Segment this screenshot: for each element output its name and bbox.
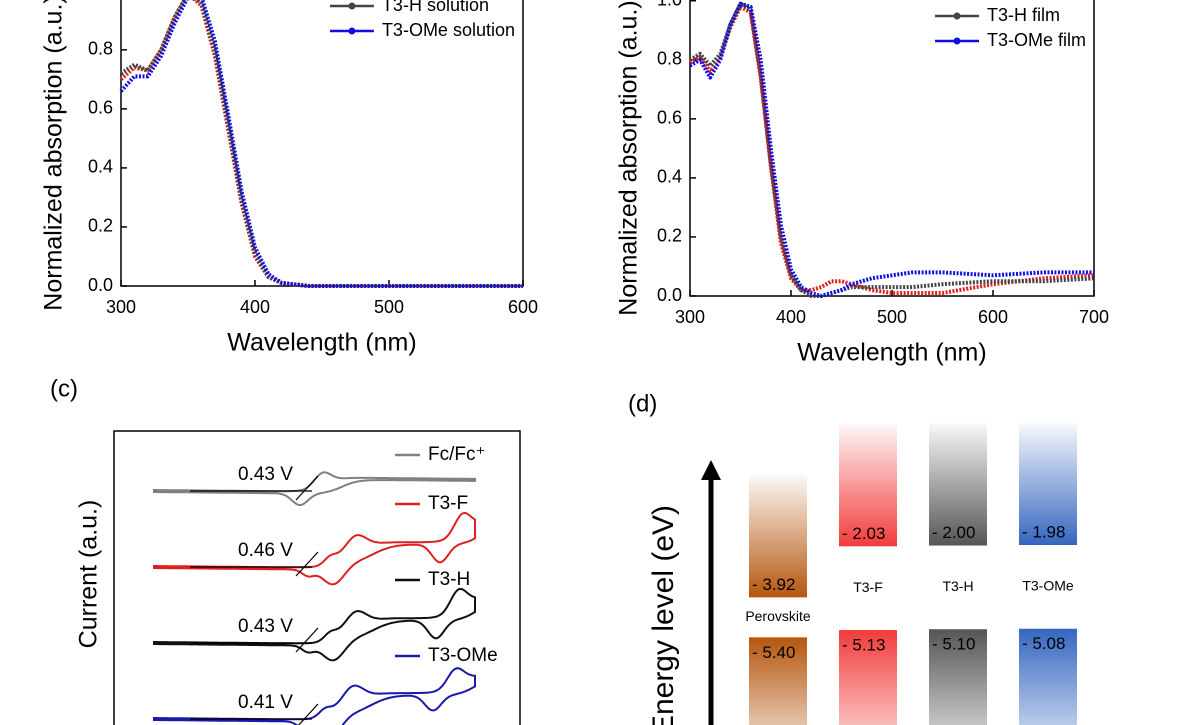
series-line [688, 4, 1095, 295]
homo-bar [749, 637, 807, 725]
x-tick-label: 300 [675, 307, 705, 327]
y-axis-label: Energy level (eV) [647, 505, 680, 725]
panel-label: (c) [50, 375, 78, 402]
y-axis-label: Current (a.u.) [75, 500, 103, 649]
homo-bar [929, 629, 987, 725]
x-tick-label: 400 [776, 307, 806, 327]
category-label: T3-F [853, 579, 883, 595]
x-tick-label: 600 [978, 307, 1008, 327]
x-tick-label: 700 [1079, 307, 1109, 327]
x-tick-label: 300 [106, 297, 136, 317]
series-line [119, 0, 523, 288]
lumo-bar [839, 424, 897, 547]
legend-marker [953, 37, 961, 45]
onset-tangent [295, 627, 319, 653]
axis-arrowhead [701, 460, 721, 480]
y-tick-label: 1.0 [657, 0, 682, 10]
onset-tangent [297, 703, 319, 725]
y-tick-label: 0.2 [88, 216, 113, 236]
x-axis-label: Wavelength (nm) [797, 339, 986, 367]
onset-label: 0.43 V [238, 464, 293, 485]
cv-curve [153, 471, 476, 506]
series-line [119, 0, 523, 288]
legend-label: T3-H film [987, 5, 1060, 25]
cv-curve [153, 587, 476, 662]
onset-tangent [295, 475, 319, 501]
x-tick-label: 600 [508, 297, 538, 317]
y-tick-label: 0.0 [657, 285, 682, 305]
y-tick-label: 0.6 [88, 98, 113, 118]
y-tick-label: 0.4 [88, 157, 113, 177]
value-label: - 5.13 [842, 636, 885, 655]
lumo-bar [929, 423, 987, 546]
legend-label: T3-H [428, 569, 470, 590]
panel-label: (d) [628, 390, 657, 417]
legend-marker [348, 2, 356, 10]
x-tick-label: 400 [240, 297, 270, 317]
value-label: - 1.98 [1022, 522, 1065, 541]
cv-curve [153, 511, 476, 586]
legend-label: T3-F [428, 493, 468, 514]
onset-label: 0.41 V [238, 692, 293, 713]
category-label: T3-H [942, 578, 973, 594]
value-label: - 5.10 [932, 635, 975, 654]
category-label: Perovskite [745, 608, 811, 624]
lumo-bar [1019, 423, 1077, 545]
y-tick-label: 0.6 [657, 108, 682, 128]
plot-frame [120, 0, 524, 287]
series-line [119, 0, 523, 288]
lumo-bar [749, 475, 807, 598]
homo-bar [839, 630, 897, 725]
x-tick-label: 500 [877, 307, 907, 327]
category-label: T3-OMe [1022, 578, 1074, 594]
homo-bar [1019, 628, 1077, 725]
y-tick-label: 0.8 [657, 49, 682, 69]
onset-label: 0.46 V [238, 540, 293, 561]
value-label: - 5.08 [1022, 634, 1065, 653]
legend-label: T3-OMe solution [382, 20, 515, 40]
x-axis-label: Wavelength (nm) [227, 329, 416, 357]
value-label: - 2.00 [932, 523, 975, 542]
y-axis-label: Normalized absorption (a.u.) [40, 0, 68, 311]
legend-label: T3-OMe [428, 645, 498, 666]
cv-curve [153, 667, 476, 725]
legend-marker [953, 12, 961, 20]
legend-label: T3-H solution [382, 0, 489, 15]
x-tick-label: 500 [374, 297, 404, 317]
value-label: - 5.40 [752, 643, 795, 662]
plot-frame [113, 430, 521, 725]
y-axis-label: Normalized absorption (a.u.) [615, 0, 643, 315]
y-tick-label: 0.2 [657, 226, 682, 246]
y-tick-label: 0.4 [657, 167, 682, 187]
y-tick-label: 0.0 [88, 275, 113, 295]
legend-label: Fc/Fc⁺ [428, 444, 486, 465]
value-label: - 2.03 [842, 524, 885, 543]
legend-label: T3-OMe film [987, 30, 1086, 50]
y-tick-label: 0.8 [88, 39, 113, 59]
onset-label: 0.43 V [238, 616, 293, 637]
series-line [688, 1, 1095, 298]
legend-marker [348, 27, 356, 35]
value-label: - 3.92 [752, 575, 795, 594]
onset-tangent [295, 551, 319, 577]
